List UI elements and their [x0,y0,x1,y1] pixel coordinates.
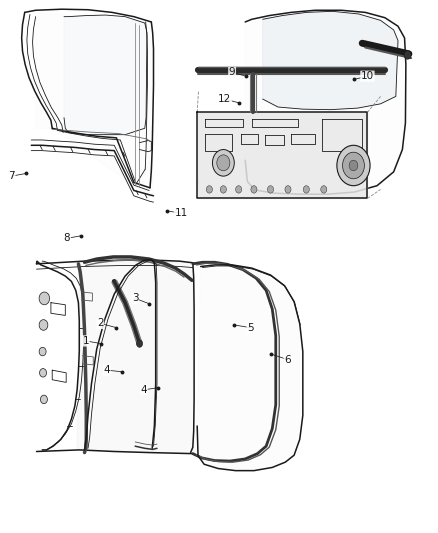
Polygon shape [197,112,367,198]
Circle shape [337,146,370,185]
Text: 3: 3 [132,293,138,303]
Circle shape [40,395,47,403]
Text: 9: 9 [229,68,235,77]
Text: 6: 6 [284,354,291,365]
Text: 7: 7 [8,171,15,181]
Text: 8: 8 [64,233,71,244]
Circle shape [236,185,242,193]
Circle shape [251,185,257,193]
Circle shape [206,185,212,193]
Circle shape [321,185,327,193]
Polygon shape [77,261,194,454]
Text: 5: 5 [247,322,254,333]
Circle shape [343,152,364,179]
Circle shape [212,150,234,176]
Text: 12: 12 [218,94,231,104]
Circle shape [39,368,46,377]
Text: 10: 10 [361,71,374,81]
Circle shape [137,340,143,348]
Polygon shape [263,11,398,110]
Text: 2: 2 [97,318,103,328]
Text: 4: 4 [103,365,110,375]
Circle shape [217,155,230,171]
Text: 4: 4 [141,385,147,395]
Circle shape [268,185,274,193]
Circle shape [220,185,226,193]
Polygon shape [64,15,147,135]
Circle shape [404,51,411,59]
Polygon shape [35,12,153,197]
Circle shape [285,185,291,193]
Circle shape [39,320,48,330]
Circle shape [303,185,309,193]
Text: 1: 1 [82,336,89,346]
Polygon shape [197,265,303,471]
Circle shape [39,348,46,356]
Polygon shape [245,10,406,194]
Circle shape [39,292,49,305]
Circle shape [349,160,358,171]
Text: 11: 11 [174,208,187,219]
